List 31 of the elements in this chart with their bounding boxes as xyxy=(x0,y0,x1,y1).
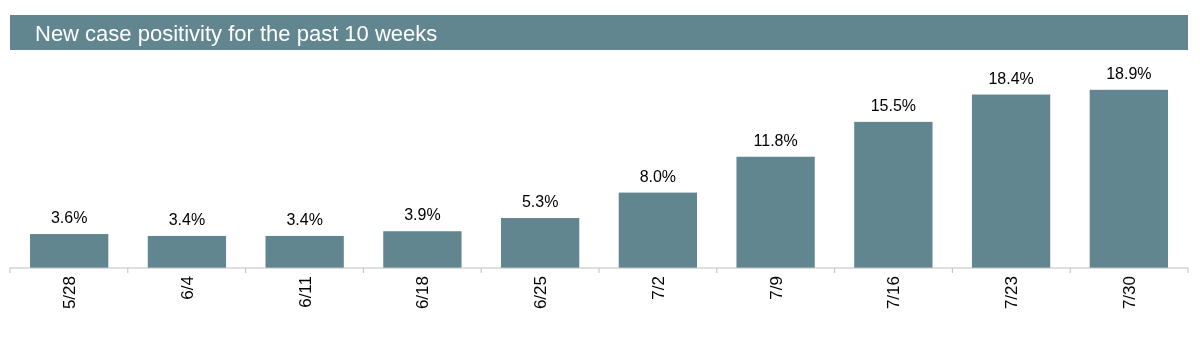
x-tick-label: 6/11 xyxy=(295,276,315,308)
x-tick-label: 7/2 xyxy=(648,276,668,300)
x-tick-label: 7/9 xyxy=(766,276,786,300)
bar xyxy=(1089,89,1168,268)
x-tick-label: 7/23 xyxy=(1002,276,1022,310)
bar xyxy=(30,234,109,268)
bar xyxy=(971,94,1051,268)
bar xyxy=(500,218,580,268)
x-tick-label: 6/4 xyxy=(177,276,197,300)
bar xyxy=(147,235,227,268)
x-tick-label: 5/28 xyxy=(60,276,80,310)
data-label: 5.3% xyxy=(521,193,559,211)
data-label: 3.4% xyxy=(168,210,206,228)
bar xyxy=(383,231,462,268)
data-label: 18.9% xyxy=(1106,64,1152,82)
data-label: 11.8% xyxy=(753,131,798,149)
x-tick-label: 6/18 xyxy=(413,276,433,310)
bar xyxy=(736,156,815,268)
chart-title: New case positivity for the past 10 weeks xyxy=(35,21,438,46)
bar xyxy=(618,192,698,268)
x-tick-label: 7/30 xyxy=(1119,276,1139,310)
data-label: 3.4% xyxy=(286,210,323,228)
data-label: 8.0% xyxy=(639,167,677,185)
x-tick-label: 6/25 xyxy=(531,276,551,310)
data-label: 3.9% xyxy=(404,206,441,224)
x-tick-label: 7/16 xyxy=(884,276,904,310)
data-label: 3.6% xyxy=(50,209,88,227)
data-label: 15.5% xyxy=(870,96,917,114)
bar xyxy=(854,121,933,268)
bar xyxy=(265,235,344,268)
data-label: 18.4% xyxy=(988,69,1034,87)
